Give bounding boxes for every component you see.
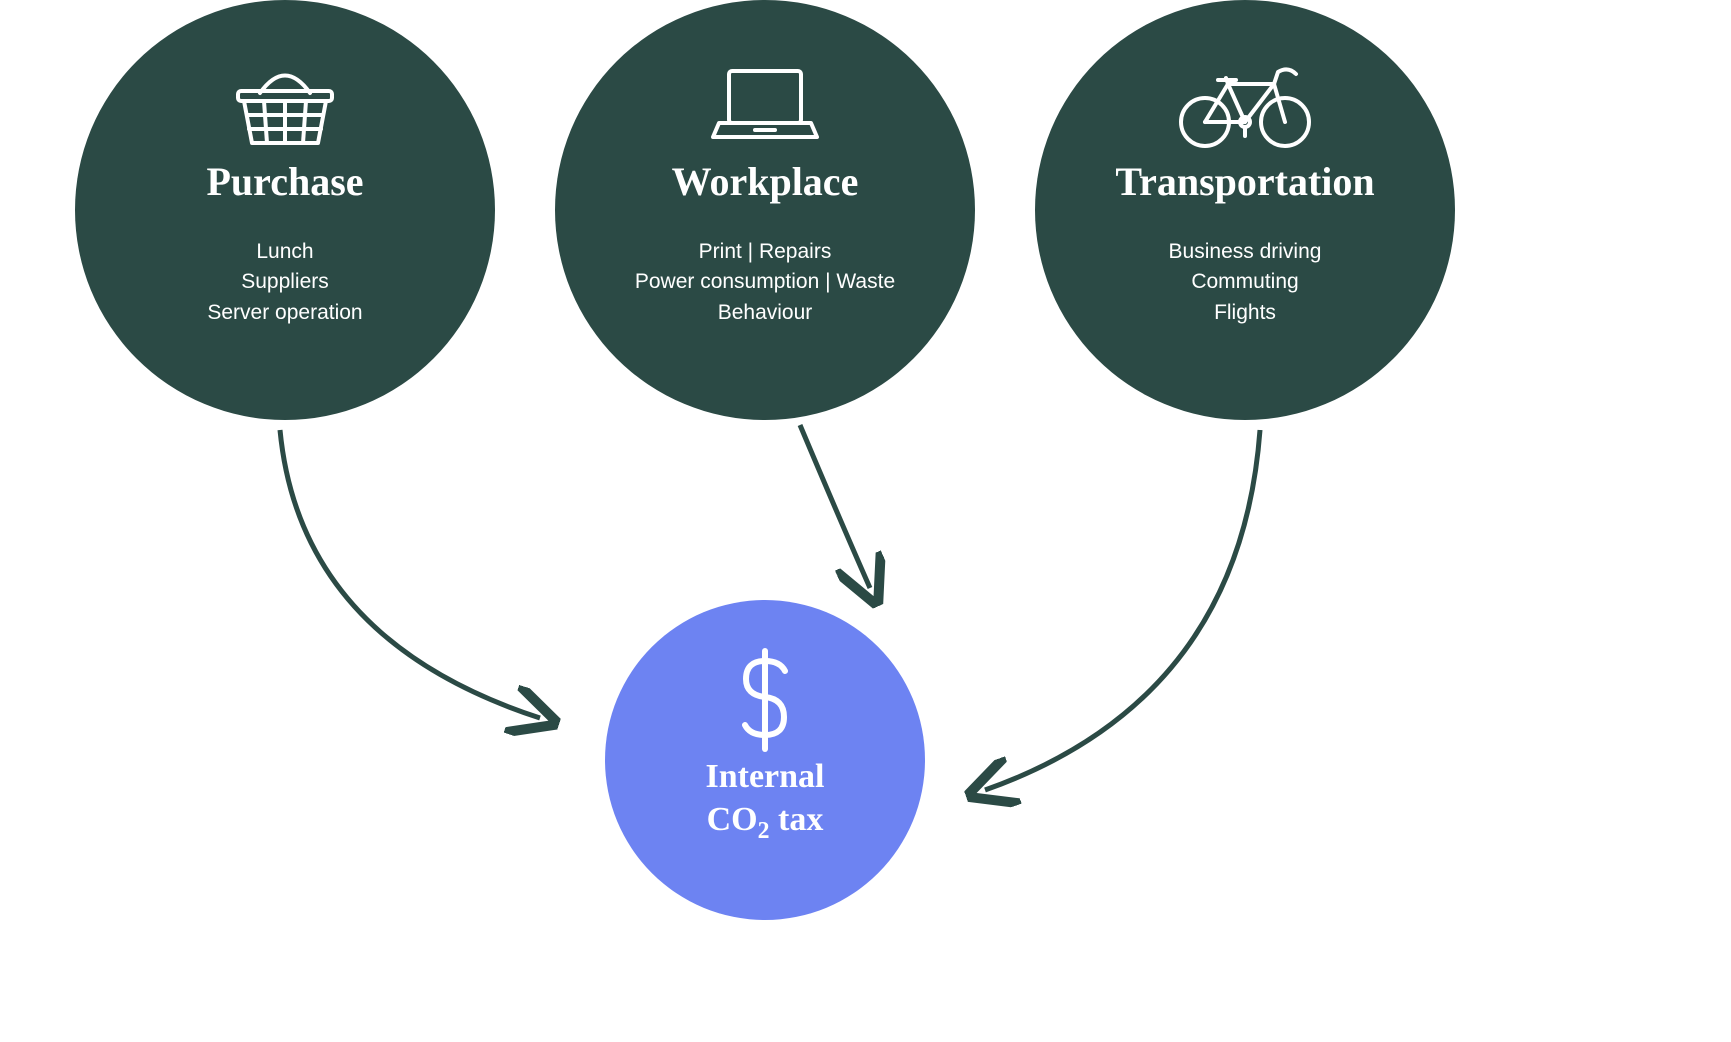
arrow-transportation-to-tax (0, 0, 1731, 1042)
